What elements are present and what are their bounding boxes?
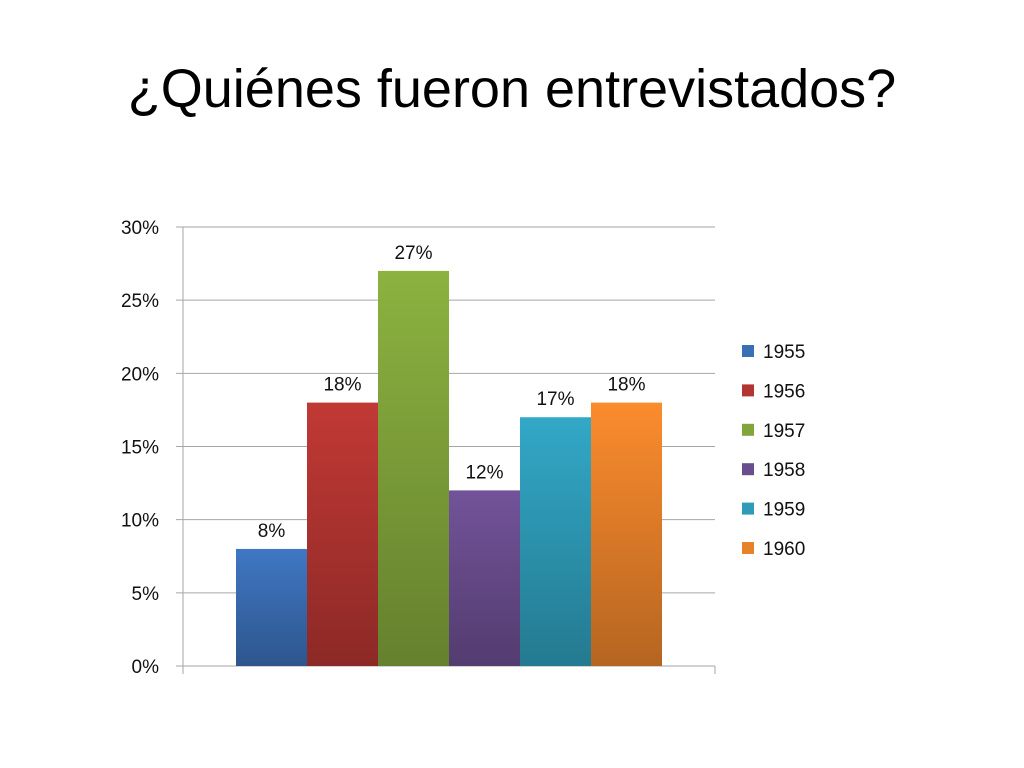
bar-1957 [378, 270, 449, 666]
y-tick-label: 5% [132, 584, 160, 605]
legend-swatch-1955 [742, 345, 754, 357]
legend-swatch-1956 [742, 384, 754, 397]
bar-1959 [520, 417, 591, 666]
axes: 0% 5% 10% 15% 20% 25% 30% [121, 218, 716, 678]
y-tick-label: 25% [121, 291, 159, 312]
bars [236, 270, 662, 666]
data-label-1960: 18% [607, 375, 645, 396]
legend-swatch-1959 [742, 502, 754, 515]
legend-swatch-1958 [742, 463, 754, 476]
legend-label-1959: 1959 [763, 500, 805, 521]
y-tick-label: 10% [121, 511, 159, 532]
slide-title: ¿Quiénes fueron entrevistados? [127, 59, 897, 119]
legend-label-1955: 1955 [763, 342, 805, 363]
data-label-1958: 12% [465, 462, 503, 483]
legend-label-1956: 1956 [763, 381, 805, 402]
bar-1960 [591, 402, 662, 666]
data-label-1955: 8% [258, 521, 286, 542]
legend-label-1957: 1957 [763, 421, 805, 442]
data-label-1956: 18% [323, 375, 361, 396]
y-tick-label: 20% [121, 364, 159, 385]
legend: 1955 1956 1957 1958 1959 1960 [742, 342, 805, 560]
bar-1958 [449, 490, 520, 666]
legend-swatch-1960 [742, 542, 754, 554]
data-label-1957: 27% [394, 243, 432, 264]
bar-1956 [307, 402, 378, 666]
legend-label-1958: 1958 [763, 460, 805, 481]
legend-swatch-1957 [742, 423, 754, 436]
data-label-1959: 17% [536, 389, 574, 410]
data-labels: 8% 18% 27% 12% 17% 18% [258, 243, 646, 542]
y-tick-label: 15% [121, 438, 159, 459]
y-tick-label: 30% [121, 218, 159, 239]
bar-1955 [236, 548, 307, 666]
y-tick-label: 0% [132, 657, 160, 678]
legend-label-1960: 1960 [763, 539, 805, 560]
